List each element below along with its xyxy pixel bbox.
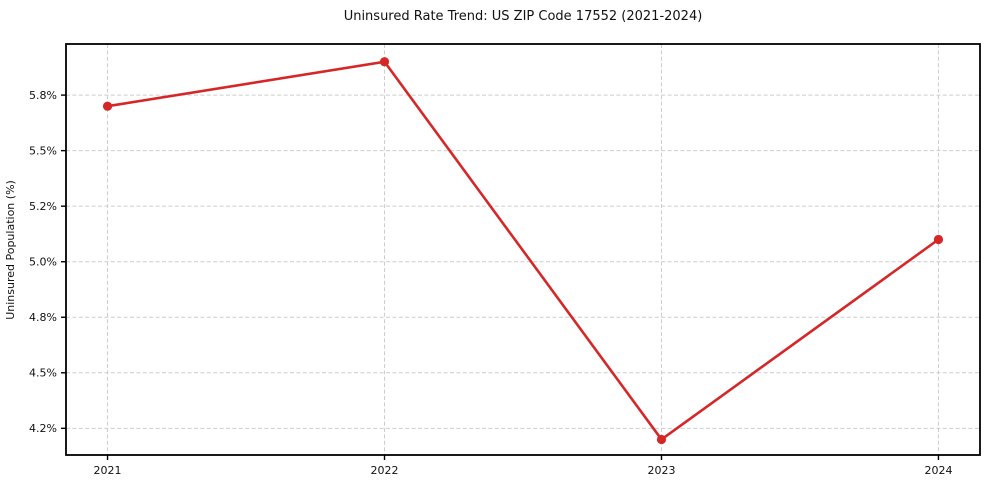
data-series [102,57,944,445]
data-point-marker [933,234,944,245]
data-point-marker [102,101,113,111]
data-point-marker [656,434,667,445]
trend-line [106,60,940,441]
x-tick-label: 2023 [647,464,675,477]
gridlines [66,44,980,455]
y-tick-label: 4.2% [29,422,57,435]
y-tick-label: 5.2% [29,200,57,213]
y-tick-label: 4.8% [29,311,57,324]
y-tick-labels: 4.2% 4.5% 4.8% 5.0% 5.2% 5.5% 5.8% [29,89,57,435]
x-tick-label: 2022 [371,464,399,477]
y-tick-label: 5.5% [29,144,57,157]
y-tick-label: 5.8% [29,89,57,102]
plot-border [65,43,981,456]
y-tick-label: 5.0% [29,256,57,269]
axis-ticks [61,94,940,460]
x-tick-label: 2024 [924,464,952,477]
x-tick-label: 2021 [94,464,122,477]
x-tick-labels: 2021 2022 2023 2024 [94,464,953,477]
data-point-marker [379,57,390,67]
y-axis-label: Uninsured Population (%) [4,180,17,320]
chart-title: Uninsured Rate Trend: US ZIP Code 17552 … [344,9,703,24]
y-tick-label: 4.5% [29,367,57,380]
